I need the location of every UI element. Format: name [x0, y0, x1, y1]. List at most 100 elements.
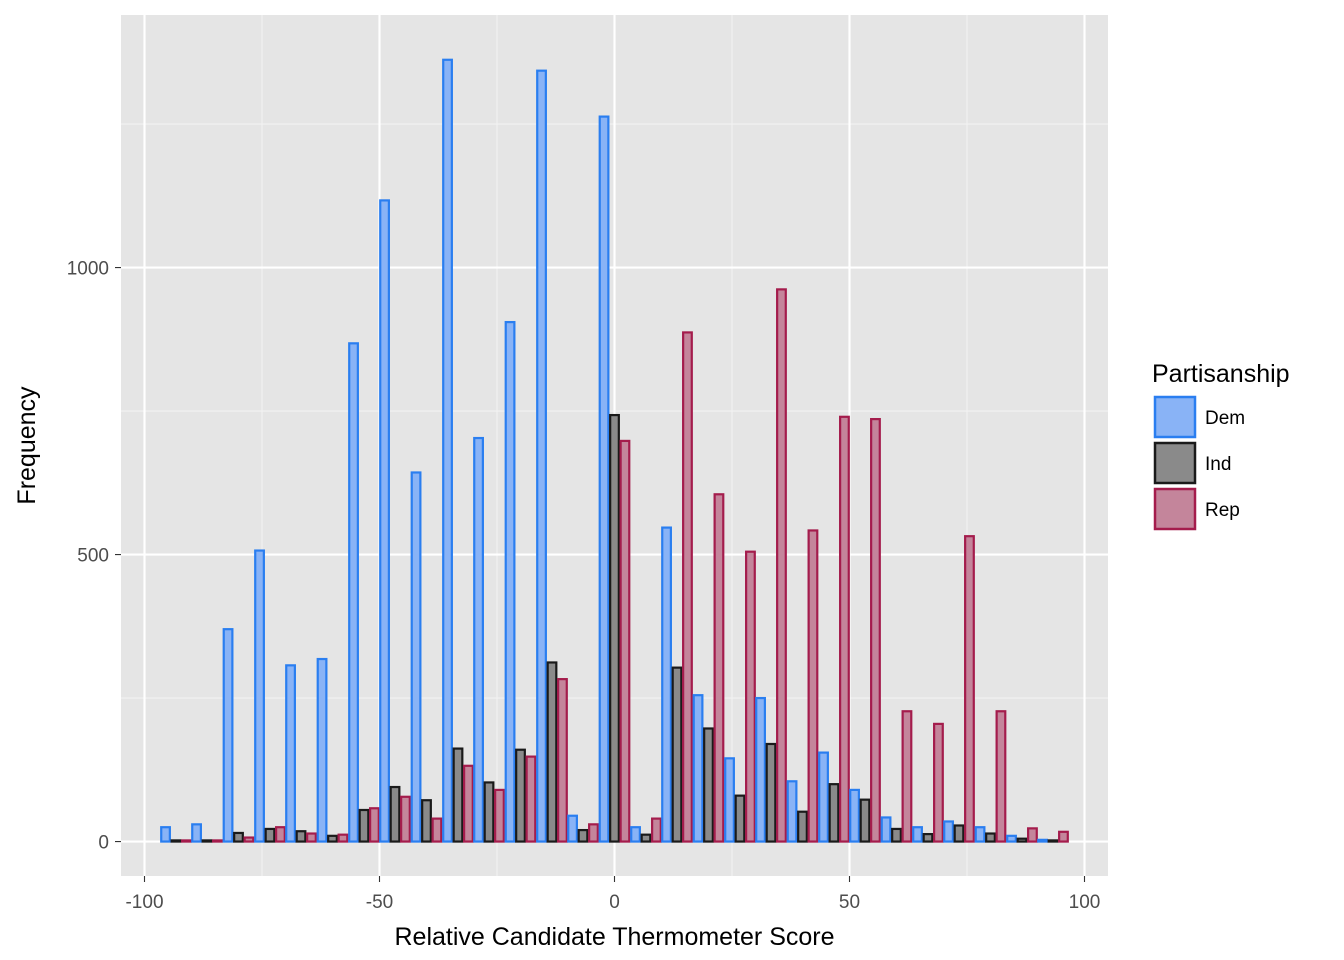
x-tick-label: -50	[366, 892, 393, 913]
x-tick-label: -100	[125, 892, 163, 913]
bar-rep	[964, 535, 975, 843]
bar-rep	[181, 839, 192, 843]
bar-dem	[755, 696, 766, 843]
bar-ind	[421, 799, 432, 843]
bar-ind	[201, 839, 213, 843]
legend-key-ind	[1153, 441, 1197, 485]
bar-rep	[525, 755, 537, 843]
bar-ind	[640, 833, 652, 843]
bar-rep	[306, 832, 317, 843]
bar-ind	[170, 839, 182, 843]
bar-ind	[609, 413, 620, 843]
bar-rep	[839, 415, 850, 843]
bar-dem	[442, 58, 453, 843]
legend-label-rep: Rep	[1205, 500, 1240, 521]
bar-ind	[1016, 837, 1028, 843]
bar-dem	[285, 664, 296, 843]
bar-rep	[1027, 827, 1038, 843]
bar-rep	[619, 439, 631, 843]
bar-rep	[494, 788, 505, 843]
bar-rep	[337, 833, 349, 843]
bar-dem	[880, 816, 892, 843]
legend: Partisanship Dem Ind Rep	[1152, 360, 1290, 531]
bar-dem	[316, 657, 328, 843]
bar-dem	[661, 526, 672, 843]
bar-dem	[254, 549, 265, 843]
bar-ind	[546, 661, 558, 843]
bar-ind	[922, 832, 934, 843]
legend-key-rep	[1153, 487, 1197, 531]
bar-dem	[692, 694, 704, 843]
bar-dem	[598, 115, 610, 843]
bar-dem	[160, 826, 171, 843]
legend-key-dem	[1153, 395, 1197, 439]
bar-dem	[191, 823, 202, 843]
bar-rep	[807, 529, 819, 843]
bar-dem	[974, 826, 986, 843]
y-tick-label: 0	[98, 833, 109, 854]
bar-dem	[849, 788, 860, 843]
bar-ind	[891, 827, 902, 843]
bar-ind	[734, 794, 746, 843]
bar-rep	[745, 550, 756, 843]
bar-dem	[943, 820, 954, 843]
bar-ind	[483, 781, 495, 843]
bar-rep	[588, 823, 599, 843]
bar-rep	[651, 817, 662, 843]
bar-rep	[713, 493, 725, 843]
bar-ind	[264, 827, 276, 843]
bar-dem	[567, 814, 578, 843]
bar-ind	[295, 830, 307, 843]
bar-dem	[1006, 834, 1017, 843]
legend-items: Dem Ind Rep	[1153, 395, 1245, 531]
legend-label-ind: Ind	[1205, 454, 1231, 475]
bar-ind	[389, 785, 401, 843]
bar-ind	[859, 798, 871, 843]
bar-ind	[828, 783, 840, 843]
bar-dem	[786, 780, 798, 843]
bars	[160, 58, 1069, 843]
bar-ind	[703, 727, 714, 843]
bar-ind	[1047, 839, 1059, 843]
bar-ind	[452, 747, 464, 843]
bar-rep	[995, 710, 1007, 843]
x-tick-label: 100	[1069, 892, 1101, 913]
bar-ind	[577, 828, 589, 843]
bar-ind	[671, 666, 683, 843]
bar-ind	[765, 742, 777, 843]
bar-rep	[933, 722, 944, 843]
y-axis-title: Frequency	[13, 386, 41, 505]
bar-dem	[504, 320, 516, 843]
bar-rep	[557, 678, 568, 843]
bar-dem	[1037, 838, 1048, 843]
bar-dem	[724, 757, 735, 843]
y-tick-label: 1000	[67, 259, 109, 280]
legend-label-dem: Dem	[1205, 408, 1245, 429]
bar-ind	[797, 810, 808, 843]
bar-rep	[275, 826, 286, 843]
legend-title: Partisanship	[1152, 360, 1290, 388]
bar-ind	[953, 824, 965, 843]
bar-rep	[1058, 830, 1069, 843]
bar-rep	[776, 288, 787, 843]
bar-rep	[369, 807, 380, 843]
bar-ind	[327, 834, 338, 843]
bar-rep	[212, 839, 223, 843]
bar-rep	[463, 764, 474, 843]
bar-dem	[818, 751, 829, 843]
bar-ind	[358, 808, 370, 843]
bar-dem	[348, 342, 359, 843]
bar-rep	[431, 817, 443, 843]
x-axis-title: Relative Candidate Thermometer Score	[394, 923, 834, 951]
y-tick-label: 500	[77, 546, 109, 567]
bar-ind	[515, 748, 526, 843]
bar-dem	[536, 69, 547, 843]
bar-dem	[630, 826, 641, 843]
bar-rep	[901, 710, 913, 843]
bar-rep	[870, 417, 881, 843]
x-tick-label: 50	[839, 892, 860, 913]
bar-ind	[233, 831, 244, 843]
bar-dem	[222, 628, 234, 843]
